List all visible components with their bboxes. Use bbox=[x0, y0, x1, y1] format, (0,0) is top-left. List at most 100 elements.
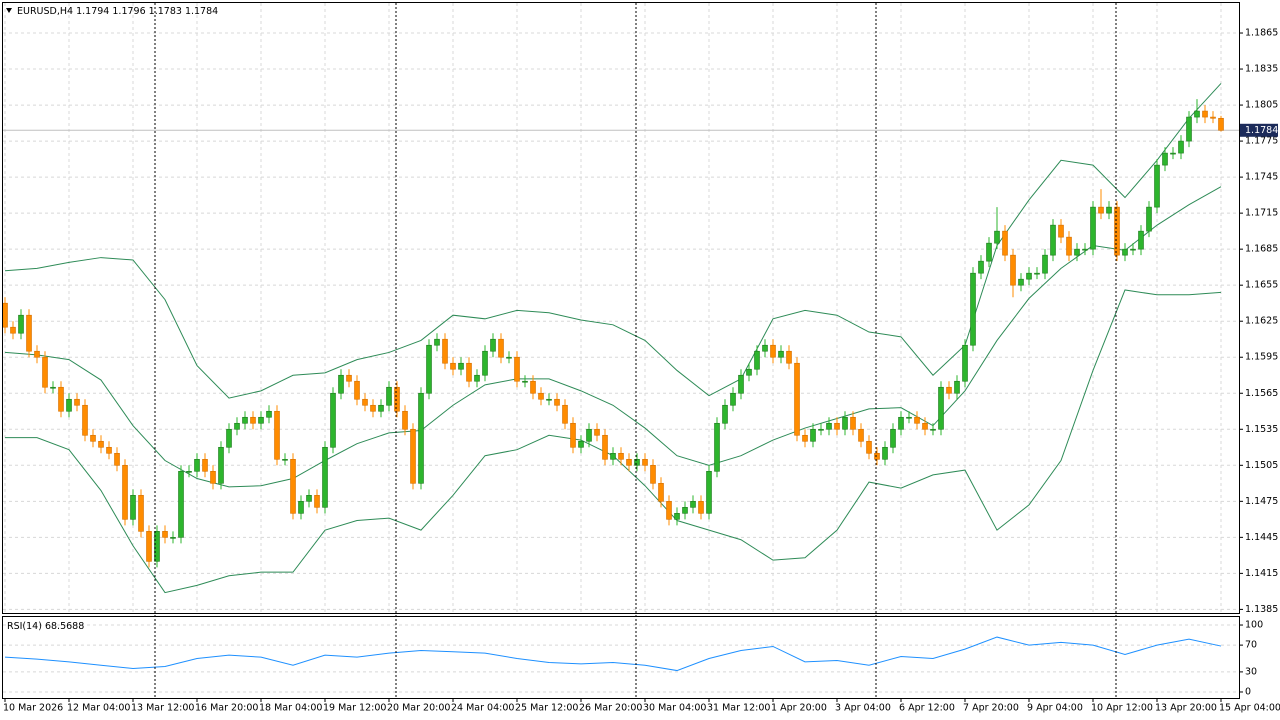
rsi-line bbox=[4, 636, 1222, 672]
candle-body bbox=[1106, 206, 1112, 214]
candle-body bbox=[330, 392, 336, 448]
x-tick-label: 6 Apr 12:00 bbox=[899, 703, 955, 714]
candle-body bbox=[66, 398, 72, 412]
candle-body bbox=[474, 374, 480, 382]
candle-body bbox=[402, 410, 408, 430]
menu-triangle[interactable] bbox=[6, 8, 12, 13]
x-tick-label: 12 Mar 04:00 bbox=[67, 703, 130, 714]
y-tick-label: 1.1685 bbox=[1245, 244, 1278, 255]
y-tick-label: 1.1445 bbox=[1245, 532, 1278, 543]
y-tick-label: 1.1655 bbox=[1245, 280, 1278, 291]
candle-body bbox=[874, 452, 880, 460]
candle-body bbox=[586, 428, 592, 442]
candle-body bbox=[202, 458, 208, 472]
candle-body bbox=[834, 422, 840, 430]
candle-body bbox=[1210, 116, 1216, 119]
candle-body bbox=[818, 428, 824, 431]
chart-header: EURUSD,H4 1.1794 1.1796 1.1783 1.1784 bbox=[17, 6, 218, 17]
candle-body bbox=[706, 471, 712, 514]
candle-body bbox=[1178, 140, 1184, 154]
candle-body bbox=[442, 338, 448, 364]
candle-body bbox=[1146, 206, 1152, 232]
candle-body bbox=[354, 380, 360, 400]
candle-body bbox=[930, 428, 936, 431]
candle-body bbox=[2, 302, 8, 328]
rsi-header: RSI(14) 68.5688 bbox=[7, 621, 84, 632]
candle-body bbox=[162, 531, 168, 538]
candle-body bbox=[194, 458, 200, 472]
candle-body bbox=[738, 374, 744, 394]
candle-body bbox=[322, 446, 328, 508]
candle-body bbox=[42, 356, 48, 388]
candle-body bbox=[314, 495, 320, 508]
candle-body bbox=[186, 471, 192, 473]
candle-body bbox=[754, 350, 760, 370]
x-tick-label: 13 Mar 12:00 bbox=[131, 703, 194, 714]
candle-body bbox=[218, 446, 224, 484]
candle-body bbox=[746, 368, 752, 376]
x-tick-label: 19 Mar 12:00 bbox=[323, 703, 386, 714]
candle-body bbox=[762, 344, 768, 352]
candle-body bbox=[674, 513, 680, 520]
candle-body bbox=[898, 416, 904, 430]
candle-body bbox=[722, 404, 728, 424]
current-price-label: 1.1784 bbox=[1245, 125, 1278, 136]
candle-body bbox=[1114, 206, 1120, 256]
candle-body bbox=[906, 416, 912, 419]
candle-body bbox=[226, 428, 232, 448]
candle-body bbox=[714, 422, 720, 472]
candle-body bbox=[1002, 230, 1008, 256]
x-tick-label: 30 Mar 04:00 bbox=[643, 703, 706, 714]
x-tick-label: 9 Apr 04:00 bbox=[1027, 703, 1083, 714]
candle-body bbox=[386, 386, 392, 406]
candle-body bbox=[938, 386, 944, 430]
candle-body bbox=[58, 386, 64, 412]
candle-body bbox=[802, 434, 808, 442]
candle-body bbox=[1186, 116, 1192, 142]
candle-body bbox=[1034, 272, 1040, 275]
y-tick-label: 1.1805 bbox=[1245, 100, 1278, 111]
candle-body bbox=[626, 458, 632, 466]
candle-body bbox=[1162, 152, 1168, 166]
candle-body bbox=[1154, 164, 1160, 208]
candle-body bbox=[346, 374, 352, 382]
candle-body bbox=[970, 272, 976, 346]
x-tick-label: 13 Apr 20:00 bbox=[1155, 703, 1217, 714]
candle-body bbox=[154, 531, 160, 562]
x-tick-label: 15 Apr 04:00 bbox=[1219, 703, 1280, 714]
candle-body bbox=[698, 501, 704, 514]
band-line bbox=[4, 186, 1222, 488]
candle-body bbox=[290, 458, 296, 514]
y-tick-label: 1.1835 bbox=[1245, 64, 1278, 75]
candle-body bbox=[122, 465, 128, 520]
candle-body bbox=[74, 398, 80, 406]
candle-body bbox=[842, 416, 848, 430]
candle-body bbox=[410, 428, 416, 484]
candle-body bbox=[978, 260, 984, 274]
candle-body bbox=[530, 380, 536, 394]
candle-body bbox=[130, 495, 136, 520]
candle-body bbox=[10, 326, 16, 334]
x-tick-label: 31 Mar 12:00 bbox=[707, 703, 770, 714]
candle-body bbox=[650, 465, 656, 484]
candle-body bbox=[298, 501, 304, 514]
x-tick-label: 16 Mar 20:00 bbox=[195, 703, 258, 714]
candle-body bbox=[1122, 248, 1128, 256]
candle-body bbox=[522, 380, 528, 383]
candle-body bbox=[1018, 278, 1024, 286]
candle-body bbox=[434, 338, 440, 346]
candle-body bbox=[98, 440, 104, 448]
y-tick-label: 1.1775 bbox=[1245, 136, 1278, 147]
candle-body bbox=[482, 350, 488, 376]
x-tick-label: 1 Apr 20:00 bbox=[771, 703, 827, 714]
candle-body bbox=[922, 422, 928, 430]
candle-body bbox=[466, 362, 472, 382]
x-tick-label: 25 Mar 12:00 bbox=[515, 703, 578, 714]
candle-body bbox=[18, 314, 24, 334]
candle-body bbox=[946, 386, 952, 394]
x-tick-label: 24 Mar 04:00 bbox=[451, 703, 514, 714]
y-tick-label: 1.1475 bbox=[1245, 496, 1278, 507]
candle-body bbox=[498, 338, 504, 358]
candle-body bbox=[1082, 248, 1088, 251]
